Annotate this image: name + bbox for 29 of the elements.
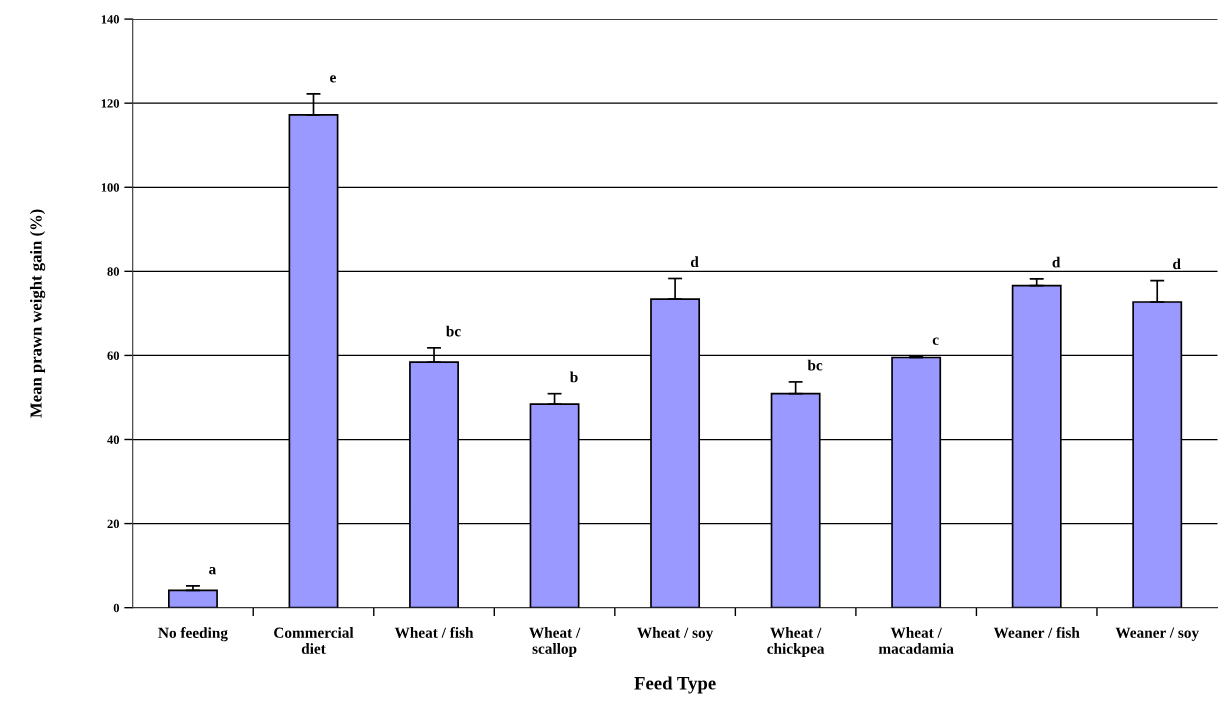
x-axis-title: Feed Type <box>634 676 716 694</box>
y-tick-label: 40 <box>107 435 120 444</box>
y-tick-label: 20 <box>107 519 120 529</box>
x-tick-label: Wheat / chickpea <box>767 627 825 657</box>
annotation: b <box>569 371 578 383</box>
y-tick-label: 0 <box>113 603 120 613</box>
x-tick-label: Wheat / fish <box>394 626 474 638</box>
x-tick-label: Weaner / soy <box>1115 627 1199 641</box>
annotation: c <box>932 337 939 345</box>
x-tick-label: Wheat / scallop <box>529 627 581 657</box>
annotation: a <box>209 567 216 575</box>
annotation: d <box>690 256 699 268</box>
annotation: e <box>330 75 336 83</box>
annotation: d <box>1173 258 1181 270</box>
y-tick-label: 100 <box>101 183 120 192</box>
x-tick-label: Commercial diet <box>274 627 354 654</box>
bar <box>168 589 218 608</box>
y-tick-label: 60 <box>107 351 120 360</box>
y-tick-label: 80 <box>107 267 120 276</box>
annotation: bc <box>446 325 461 337</box>
x-tick-label: Wheat / macadamia <box>878 627 954 654</box>
y-axis-title: Mean prawn weight gain (%) <box>29 209 46 418</box>
y-tick-label: 140 <box>101 15 120 24</box>
x-tick-label: No feeding <box>158 627 228 642</box>
x-tick-label: Weaner / fish <box>993 626 1080 638</box>
annotation: d <box>1052 256 1061 268</box>
x-tick-label: Wheat / soy <box>637 627 714 642</box>
annotation: bc <box>807 359 823 371</box>
y-tick-label: 120 <box>101 99 120 108</box>
